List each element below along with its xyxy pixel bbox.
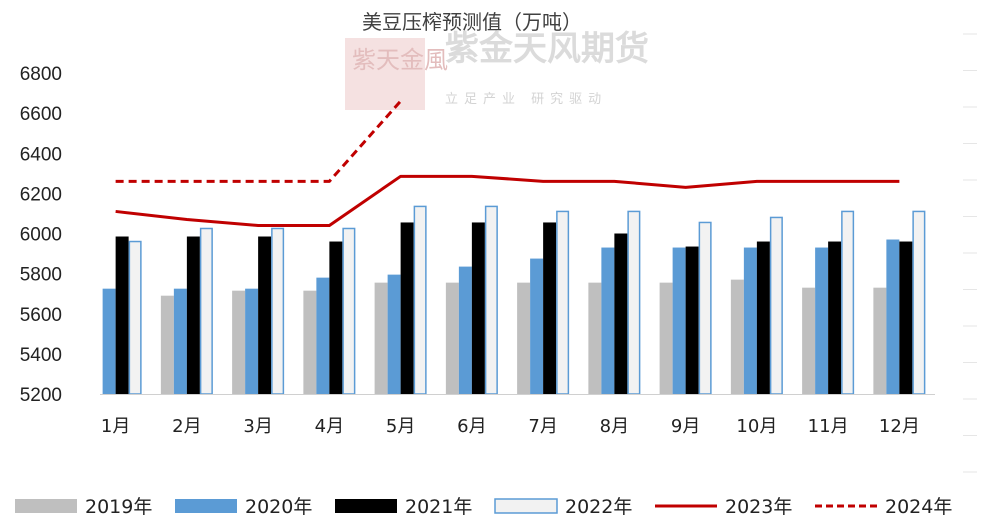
y-tick-label: 6800	[20, 64, 62, 85]
y-tick-label: 5800	[20, 265, 62, 286]
bar	[685, 246, 699, 394]
bar	[556, 210, 570, 395]
bar	[413, 205, 427, 395]
legend-label: 2022年	[565, 496, 632, 518]
bar	[815, 247, 829, 394]
bar	[627, 210, 641, 395]
watermark-company: 紫金天风期货	[445, 29, 649, 69]
bar	[173, 288, 187, 394]
bar	[232, 290, 246, 394]
x-axis: 1月 2月 3月 4月 5月 6月 7月 8月 9月 10月 11月 12月	[101, 416, 920, 437]
bar	[873, 287, 887, 394]
bar	[128, 240, 142, 395]
bar	[374, 282, 388, 394]
bar	[841, 210, 855, 395]
y-tick-label: 6200	[20, 184, 62, 205]
legend-swatch	[335, 499, 397, 513]
line-series	[115, 100, 900, 227]
x-tick-label: 10月	[736, 416, 777, 437]
x-tick-label: 3月	[243, 416, 272, 437]
bar	[886, 239, 900, 394]
bar	[601, 247, 615, 394]
bar	[659, 282, 673, 394]
y-tick-label: 6600	[20, 104, 62, 125]
bar	[471, 222, 485, 394]
x-tick-label: 7月	[528, 416, 557, 437]
legend-swatch	[15, 499, 77, 513]
watermark-slogan: 立足产业 研究驱动	[445, 92, 607, 107]
bar	[115, 236, 129, 394]
bar	[614, 233, 628, 394]
bar	[517, 282, 531, 394]
series-line	[115, 174, 900, 227]
legend-label: 2020年	[245, 496, 312, 518]
legend-label: 2023年	[725, 496, 792, 518]
y-tick-label: 6400	[20, 144, 62, 165]
bar	[458, 266, 472, 394]
bar	[329, 241, 343, 394]
bar	[245, 288, 259, 394]
bar	[342, 227, 356, 395]
bar	[271, 227, 285, 395]
watermark: 紫天金風 紫金天风期货 立足产业 研究驱动	[345, 29, 649, 110]
watermark-logo-text: 紫天金風	[352, 46, 448, 74]
series-line	[115, 100, 402, 183]
x-tick-label: 9月	[671, 416, 700, 437]
bar	[730, 279, 744, 394]
bar	[445, 282, 459, 394]
bar-series	[102, 205, 926, 395]
bar	[387, 274, 401, 394]
y-axis: 5200 5400 5600 5800 6000 6200 6400 6600 6800	[20, 64, 62, 406]
bar	[672, 247, 686, 394]
legend-label: 2024年	[885, 496, 952, 518]
bar	[484, 205, 498, 395]
bar	[199, 227, 213, 395]
bar	[186, 236, 200, 394]
x-tick-label: 4月	[315, 416, 344, 437]
bar	[316, 277, 330, 394]
bar	[802, 287, 816, 394]
legend-swatch	[175, 499, 237, 513]
x-tick-label: 1月	[101, 416, 130, 437]
bar	[769, 216, 783, 395]
bar	[698, 221, 712, 395]
x-tick-label: 8月	[600, 416, 629, 437]
bar	[258, 236, 272, 394]
bar	[543, 222, 557, 394]
right-decoration	[963, 33, 977, 473]
bar	[400, 222, 414, 394]
bar	[102, 288, 116, 394]
bar	[588, 282, 602, 394]
y-tick-label: 5200	[20, 385, 62, 406]
x-tick-label: 2月	[172, 416, 201, 437]
y-tick-label: 5400	[20, 345, 62, 366]
bar	[899, 241, 913, 394]
bar	[530, 258, 544, 394]
bar	[756, 241, 770, 394]
x-tick-label: 6月	[457, 416, 486, 437]
x-tick-label: 11月	[808, 416, 849, 437]
bar	[912, 210, 926, 395]
legend: 2019年 2020年 2021年 2022年 2023年 2024年	[15, 496, 952, 518]
legend-label: 2021年	[405, 496, 472, 518]
legend-label: 2019年	[85, 496, 152, 518]
x-tick-label: 12月	[879, 416, 920, 437]
x-tick-label: 5月	[386, 416, 415, 437]
bar	[743, 247, 757, 394]
bar	[160, 295, 174, 394]
y-tick-label: 5600	[20, 305, 62, 326]
chart-title: 美豆压榨预测值（万吨）	[362, 10, 582, 34]
bar	[303, 290, 317, 394]
y-tick-label: 6000	[20, 225, 62, 246]
watermark-logo	[345, 38, 425, 110]
bar	[828, 241, 842, 394]
legend-swatch	[494, 498, 558, 514]
